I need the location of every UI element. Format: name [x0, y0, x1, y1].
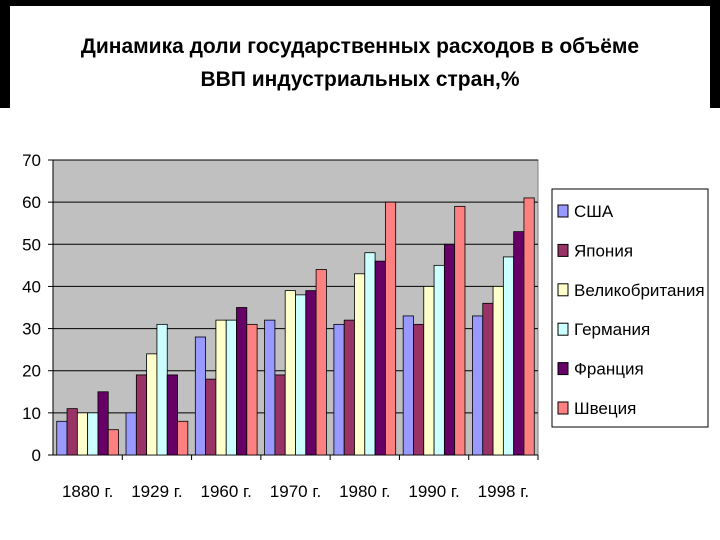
plot-area: 0 10 20 30 40 50 60 70 1880 г. 1929 г. 1960 г. 1970…	[22, 151, 539, 501]
bar	[413, 323, 425, 456]
y-tick-label: 60	[22, 193, 41, 212]
bar	[107, 429, 119, 456]
y-tick-label: 50	[22, 235, 41, 254]
legend-swatch	[557, 322, 569, 336]
bar	[454, 205, 466, 456]
legend-label: Швеция	[574, 399, 636, 418]
y-tick-label: 20	[22, 362, 41, 381]
bar	[384, 201, 397, 456]
bar	[76, 412, 89, 456]
bar	[87, 412, 99, 456]
bar	[333, 323, 345, 456]
x-tick-label: 1960 г.	[201, 482, 252, 501]
bar	[146, 353, 158, 456]
bar	[374, 260, 386, 456]
bar	[523, 197, 535, 456]
bar	[402, 315, 414, 456]
bar	[156, 323, 168, 456]
legend-label: Франция	[574, 360, 644, 379]
x-tick-label: 1998 г.	[478, 482, 529, 501]
bar	[482, 302, 494, 456]
legend-swatch	[557, 243, 569, 257]
x-tick-label: 1980 г.	[339, 482, 390, 501]
y-tick-label: 0	[32, 446, 41, 465]
y-tick-label: 30	[22, 320, 41, 339]
bar	[433, 264, 445, 456]
legend-label: Великобритания	[574, 281, 705, 300]
bar	[343, 319, 355, 456]
bar	[264, 319, 276, 456]
bar	[236, 307, 248, 456]
bar	[274, 374, 286, 456]
bar	[284, 290, 296, 456]
y-tick-label: 40	[22, 277, 41, 296]
bar	[97, 391, 109, 456]
bar	[125, 412, 137, 456]
bar	[492, 286, 504, 456]
bar	[315, 269, 327, 456]
bar	[66, 408, 78, 456]
bar	[205, 378, 217, 456]
x-tick-label: 1970 г.	[270, 482, 321, 501]
bar	[215, 319, 227, 456]
bar	[225, 319, 237, 456]
legend-swatch	[557, 204, 569, 218]
bar	[246, 323, 258, 456]
x-tick-label: 1990 г.	[408, 482, 459, 501]
bar	[305, 290, 317, 456]
bar	[513, 231, 525, 456]
legend-label: Германия	[574, 320, 650, 339]
x-tick-label: 1929 г.	[131, 482, 182, 501]
y-tick-label: 10	[22, 404, 41, 423]
legend-swatch	[557, 401, 569, 415]
bar	[295, 294, 307, 456]
chart-title-line-1: Динамика доли государственных расходов в…	[80, 35, 640, 58]
legend-label: США	[574, 202, 614, 221]
bar	[472, 315, 484, 456]
bar	[443, 243, 456, 456]
x-tick-label: 1880 г.	[62, 482, 113, 501]
bar	[56, 420, 68, 456]
bar	[194, 336, 207, 456]
bar	[177, 420, 189, 456]
bar	[502, 256, 515, 456]
bar	[364, 252, 376, 456]
legend-box	[551, 188, 709, 428]
bar	[423, 286, 435, 456]
y-tick-label: 70	[22, 151, 41, 170]
bar	[354, 273, 366, 456]
chart-title-line-2: ВВП индустриальных стран,%	[200, 68, 520, 91]
bar	[135, 374, 148, 456]
chart-title: Динамика доли государственных расходов в…	[10, 30, 710, 96]
legend-swatch	[557, 362, 569, 376]
legend-label: Япония	[574, 241, 633, 260]
legend: США Япония Великобритания Германия Франция Шв…	[551, 188, 709, 428]
legend-swatch	[557, 283, 569, 297]
bar	[166, 374, 178, 456]
